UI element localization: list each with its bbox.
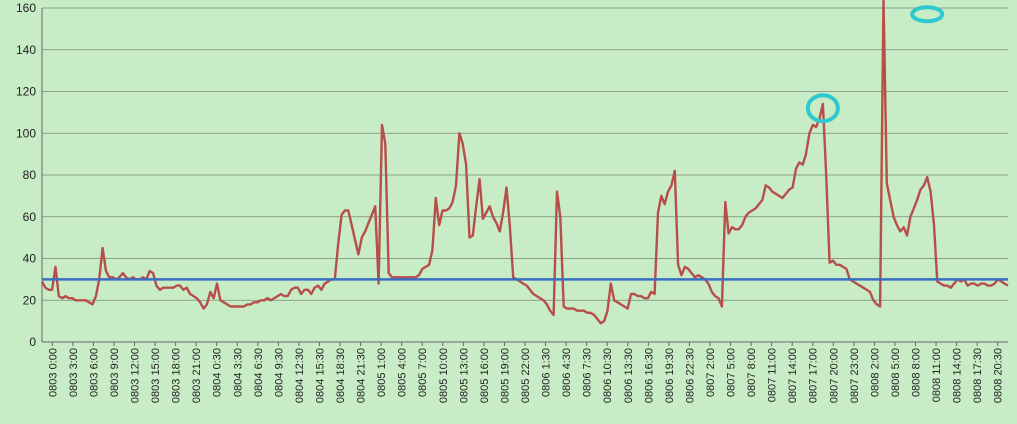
y-tick-label: 100 bbox=[16, 126, 36, 140]
x-tick-label: 0805 16:00 bbox=[479, 348, 491, 403]
annotation-markers bbox=[805, 5, 945, 124]
x-tick-label: 0808 8:00 bbox=[911, 348, 923, 397]
y-tick-label: 60 bbox=[23, 210, 37, 224]
x-tick-label: 0803 6:00 bbox=[88, 348, 100, 397]
x-tick-label: 0807 17:00 bbox=[808, 348, 820, 403]
x-tick-label: 0804 6:30 bbox=[253, 348, 265, 397]
x-tick-label: 0808 2:00 bbox=[869, 348, 881, 397]
y-axis-ticks: 0 20 40 60 80 100 120 140 160 bbox=[16, 1, 36, 349]
x-tick-label: 0806 16:30 bbox=[643, 348, 655, 403]
x-tick-label: 0807 5:00 bbox=[726, 348, 738, 397]
x-tick-label: 0804 15:30 bbox=[314, 348, 326, 403]
series-line bbox=[40, 0, 1009, 325]
x-tick-label: 0808 17:30 bbox=[972, 348, 984, 403]
x-tick-label: 0807 2:00 bbox=[705, 348, 717, 397]
x-tick-label: 0808 11:00 bbox=[931, 348, 943, 402]
x-tick-label: 0804 18:30 bbox=[335, 348, 347, 403]
x-tick-label: 0804 0:30 bbox=[212, 348, 224, 397]
x-tick-label: 0803 18:00 bbox=[171, 348, 183, 403]
x-tick-label: 0805 10:00 bbox=[438, 348, 450, 403]
y-tick-label: 40 bbox=[23, 252, 37, 266]
x-tick-label: 0805 19:00 bbox=[499, 348, 511, 403]
series-layer bbox=[40, 0, 1009, 325]
x-tick-label: 0806 10:30 bbox=[602, 348, 614, 403]
x-tick-label: 0808 5:00 bbox=[890, 348, 902, 397]
x-tick-label: 0803 3:00 bbox=[68, 348, 80, 397]
x-tick-label: 0803 12:00 bbox=[129, 348, 141, 403]
x-tick-label: 0807 8:00 bbox=[746, 348, 758, 397]
x-tick-label: 0803 15:00 bbox=[150, 348, 162, 403]
y-tick-label: 20 bbox=[23, 293, 37, 307]
x-tick-label: 0805 22:00 bbox=[520, 348, 532, 403]
x-tick-label: 0807 14:00 bbox=[787, 348, 799, 403]
x-tick-label: 0804 21:30 bbox=[356, 348, 368, 403]
x-tick-label: 0803 9:00 bbox=[109, 348, 121, 397]
x-tick-label: 0804 12:30 bbox=[294, 348, 306, 403]
x-tick-label: 0808 14:00 bbox=[952, 348, 964, 403]
y-tick-label: 80 bbox=[23, 168, 37, 182]
x-tick-label: 0806 7:30 bbox=[582, 348, 594, 397]
x-tick-label: 0807 23:00 bbox=[849, 348, 861, 403]
x-tick-label: 0805 4:00 bbox=[397, 348, 409, 397]
x-tick-label: 0807 11:00 bbox=[767, 348, 779, 402]
annotation-ellipse-2 bbox=[910, 5, 945, 24]
y-tick-label: 120 bbox=[16, 85, 36, 99]
y-tick-label: 140 bbox=[16, 43, 36, 57]
x-axis-ticks: 0803 0:00 0803 3:00 0803 6:00 0803 9:00 0803… bbox=[47, 348, 1004, 403]
x-tick-label: 0806 13:30 bbox=[623, 348, 635, 403]
x-tick-label: 0803 21:00 bbox=[191, 348, 203, 403]
x-tick-label: 0806 4:30 bbox=[561, 348, 573, 397]
x-tick-label: 0804 9:30 bbox=[273, 348, 285, 397]
x-tick-label: 0807 20:00 bbox=[828, 348, 840, 403]
x-tick-label: 0806 22:30 bbox=[684, 348, 696, 403]
x-tick-label: 0803 0:00 bbox=[47, 348, 59, 397]
grid-lines bbox=[41, 7, 1008, 346]
x-tick-label: 0808 20:30 bbox=[993, 348, 1005, 403]
y-tick-label: 0 bbox=[29, 335, 36, 349]
x-tick-label: 0805 1:00 bbox=[376, 348, 388, 397]
x-tick-label: 0805 13:00 bbox=[458, 348, 470, 403]
annotation-ellipse-1 bbox=[805, 93, 840, 124]
x-tick-label: 0804 3:30 bbox=[232, 348, 244, 397]
y-tick-label: 160 bbox=[16, 1, 36, 15]
x-tick-label: 0806 1:30 bbox=[541, 348, 553, 397]
x-tick-label: 0806 19:30 bbox=[664, 348, 676, 403]
x-tick-label: 0805 7:00 bbox=[417, 348, 429, 397]
